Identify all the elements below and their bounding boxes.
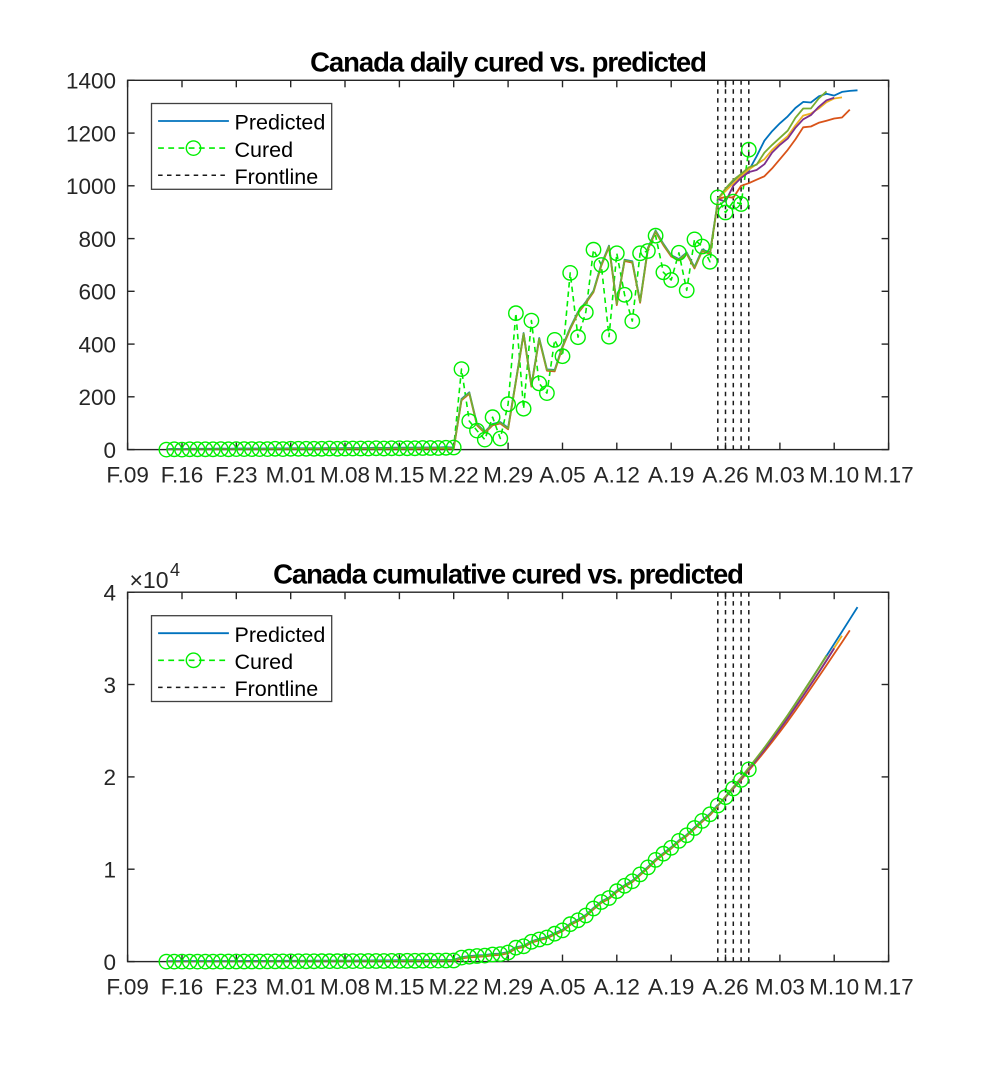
svg-text:Cured: Cured bbox=[235, 138, 294, 162]
svg-text:1000: 1000 bbox=[66, 174, 116, 199]
svg-text:M.01: M.01 bbox=[266, 974, 316, 999]
svg-text:1: 1 bbox=[103, 858, 116, 883]
svg-text:F.23: F.23 bbox=[215, 463, 258, 488]
svg-text:M.29: M.29 bbox=[483, 974, 533, 999]
svg-text:200: 200 bbox=[78, 385, 116, 410]
svg-text:M.10: M.10 bbox=[809, 463, 859, 488]
svg-text:Predicted: Predicted bbox=[235, 111, 326, 135]
svg-text:A.05: A.05 bbox=[539, 974, 585, 999]
svg-text:400: 400 bbox=[78, 332, 116, 357]
svg-text:M.17: M.17 bbox=[864, 463, 914, 488]
svg-text:600: 600 bbox=[78, 280, 116, 305]
svg-text:Cured: Cured bbox=[235, 650, 294, 674]
svg-text:A.26: A.26 bbox=[702, 463, 748, 488]
svg-text:M.08: M.08 bbox=[320, 974, 370, 999]
svg-text:Frontline: Frontline bbox=[235, 165, 319, 189]
svg-text:Predicted: Predicted bbox=[235, 623, 326, 647]
svg-text:M.10: M.10 bbox=[809, 974, 859, 999]
svg-text:A.19: A.19 bbox=[648, 463, 694, 488]
svg-text:800: 800 bbox=[78, 227, 116, 252]
svg-text:Frontline: Frontline bbox=[235, 677, 319, 701]
svg-text:Canada daily cured vs. predict: Canada daily cured vs. predicted bbox=[310, 47, 706, 78]
svg-text:M.03: M.03 bbox=[755, 974, 805, 999]
svg-text:M.17: M.17 bbox=[864, 974, 914, 999]
svg-text:M.03: M.03 bbox=[755, 463, 805, 488]
svg-text:M.08: M.08 bbox=[320, 463, 370, 488]
svg-text:A.12: A.12 bbox=[594, 463, 640, 488]
svg-text:M.29: M.29 bbox=[483, 463, 533, 488]
svg-text:4: 4 bbox=[170, 560, 180, 580]
svg-text:2: 2 bbox=[103, 765, 116, 790]
svg-text:M.01: M.01 bbox=[266, 463, 316, 488]
svg-text:F.09: F.09 bbox=[106, 463, 149, 488]
svg-text:1400: 1400 bbox=[66, 69, 116, 94]
svg-text:A.19: A.19 bbox=[648, 974, 694, 999]
svg-text:×10: ×10 bbox=[130, 567, 169, 593]
svg-text:A.05: A.05 bbox=[539, 463, 585, 488]
svg-text:1200: 1200 bbox=[66, 121, 116, 146]
svg-text:M.15: M.15 bbox=[374, 463, 424, 488]
svg-text:4: 4 bbox=[103, 581, 116, 606]
svg-text:F.09: F.09 bbox=[106, 974, 149, 999]
svg-text:F.16: F.16 bbox=[161, 463, 204, 488]
svg-text:F.16: F.16 bbox=[161, 974, 204, 999]
svg-text:Canada cumulative cured vs. pr: Canada cumulative cured vs. predicted bbox=[273, 558, 743, 589]
svg-text:3: 3 bbox=[103, 673, 116, 698]
svg-text:F.23: F.23 bbox=[215, 974, 258, 999]
svg-text:M.15: M.15 bbox=[374, 974, 424, 999]
svg-text:A.26: A.26 bbox=[702, 974, 748, 999]
svg-text:0: 0 bbox=[103, 950, 116, 975]
svg-text:M.22: M.22 bbox=[429, 974, 479, 999]
svg-text:M.22: M.22 bbox=[429, 463, 479, 488]
svg-text:0: 0 bbox=[103, 438, 116, 463]
svg-text:A.12: A.12 bbox=[594, 974, 640, 999]
